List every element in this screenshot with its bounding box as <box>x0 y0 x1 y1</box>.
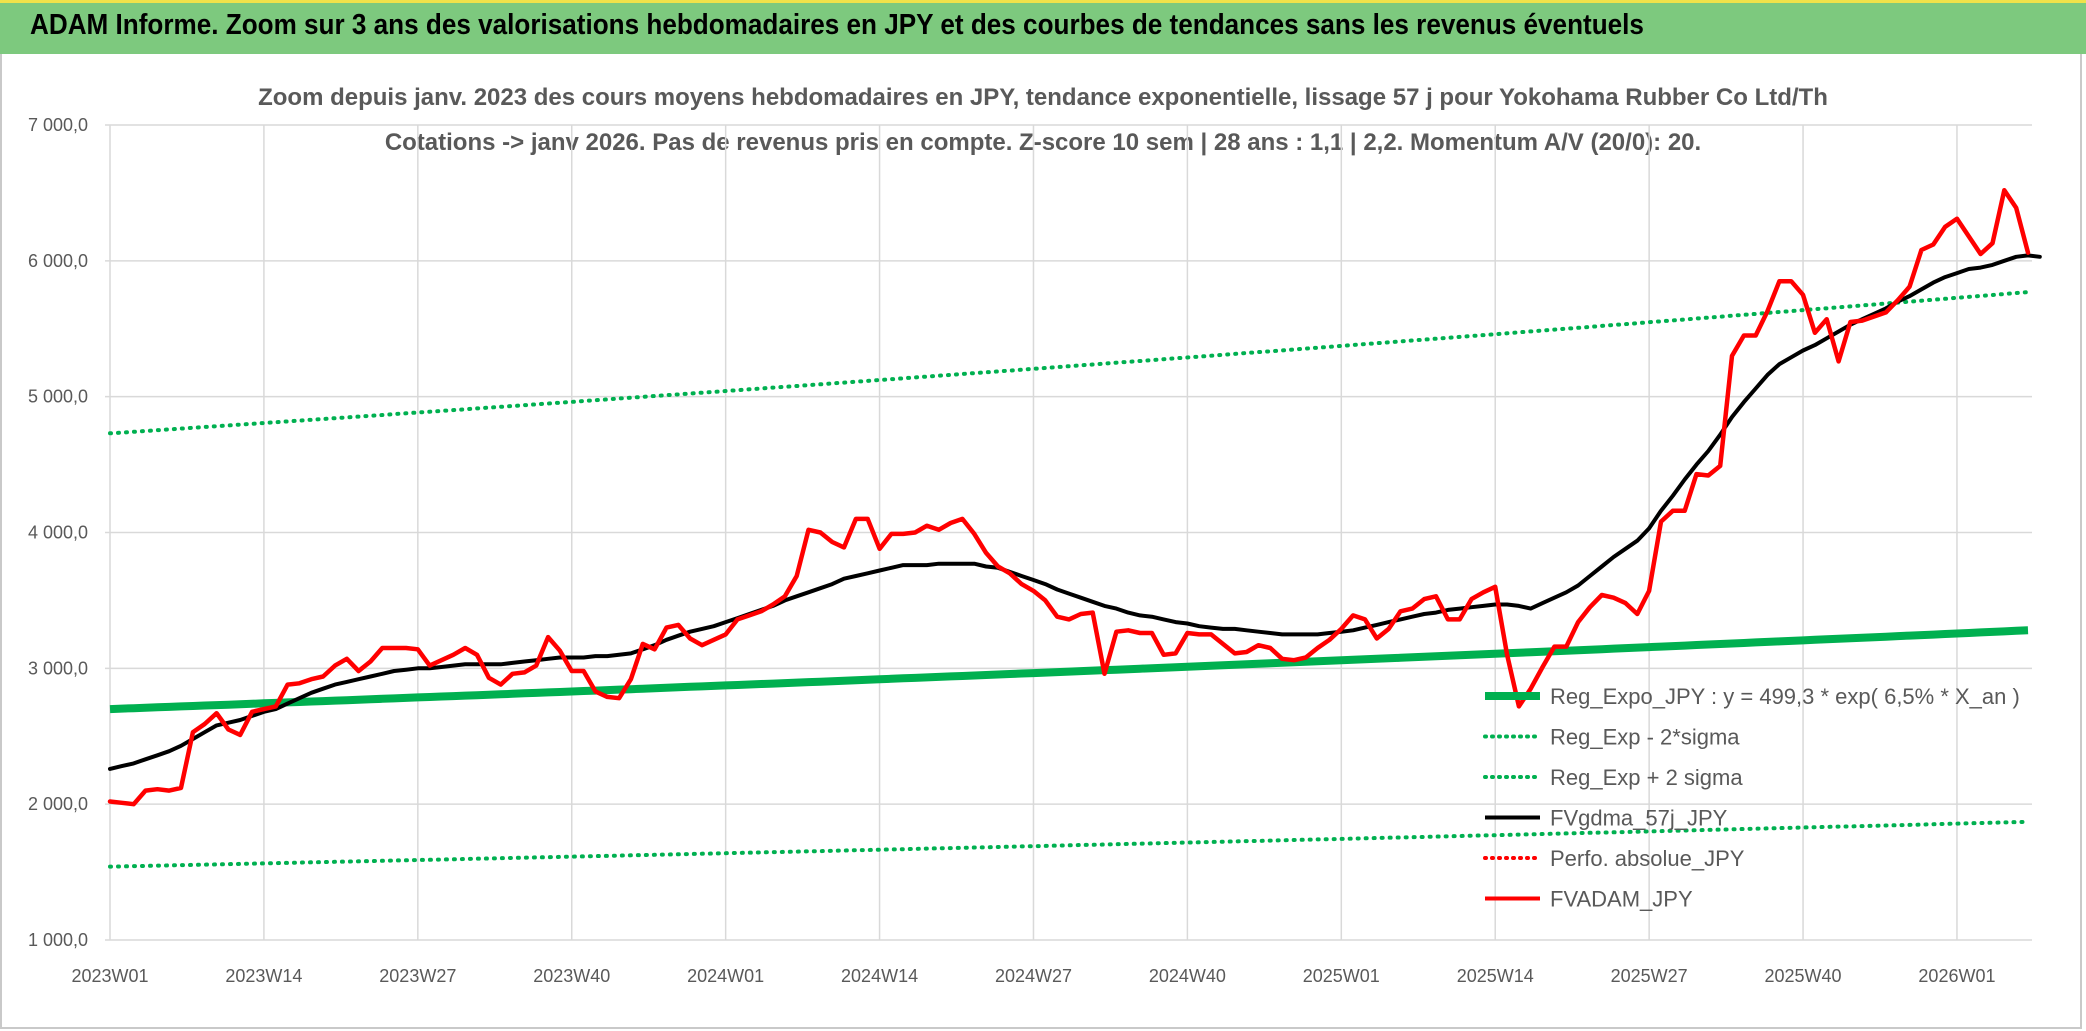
x-tick-label: 2023W40 <box>533 966 610 986</box>
x-tick-label: 2025W27 <box>1611 966 1688 986</box>
y-tick-label: 5 000,0 <box>28 387 88 407</box>
series-reg-exp-plus-2sigma <box>108 290 2030 436</box>
legend-perfo-absolue-label: Perfo. absolue_JPY <box>1550 846 1745 871</box>
x-tick-label: 2024W01 <box>687 966 764 986</box>
y-tick-label: 1 000,0 <box>28 930 88 950</box>
y-tick-label: 2 000,0 <box>28 794 88 814</box>
legend-fvgdma-label: FVgdma_57j_JPY <box>1550 806 1728 831</box>
y-tick-label: 7 000,0 <box>28 115 88 135</box>
x-tick-label: 2024W40 <box>1149 966 1226 986</box>
series-reg-exp-minus-2sigma <box>108 819 2030 869</box>
x-tick-label: 2023W01 <box>71 966 148 986</box>
x-tick-label: 2025W14 <box>1457 966 1534 986</box>
y-tick-label: 4 000,0 <box>28 523 88 543</box>
legend-reg-exp-plus-label: Reg_Exp + 2 sigma <box>1550 765 1743 790</box>
chart-title: Zoom depuis janv. 2023 des cours moyens … <box>258 84 1828 111</box>
chart-subtitle: Cotations -> janv 2026. Pas de revenus p… <box>384 129 1702 156</box>
x-tick-label: 2023W14 <box>225 966 302 986</box>
y-tick-label: 3 000,0 <box>28 658 88 678</box>
x-tick-label: 2025W01 <box>1303 966 1380 986</box>
x-tick-label: 2025W40 <box>1765 966 1842 986</box>
legend-reg-expo-label: Reg_Expo_JPY : y = 499,3 * exp( 6,5% * X… <box>1550 684 2020 709</box>
x-tick-label: 2026W01 <box>1918 966 1995 986</box>
legend-reg-exp-minus-label: Reg_Exp - 2*sigma <box>1550 725 1740 750</box>
x-tick-label: 2023W27 <box>379 966 456 986</box>
x-tick-label: 2024W14 <box>841 966 918 986</box>
series-reg-expo <box>109 626 2029 714</box>
chart-frame <box>0 54 2082 1029</box>
series-fvgdma-57j <box>108 253 2042 771</box>
y-tick-label: 6 000,0 <box>28 251 88 271</box>
report-banner: ADAM Informe. Zoom sur 3 ans des valoris… <box>0 0 2086 54</box>
series-fvadam <box>107 187 2031 807</box>
x-tick-label: 2024W27 <box>995 966 1072 986</box>
banner-title: ADAM Informe. Zoom sur 3 ans des valoris… <box>30 9 1644 41</box>
legend-fvadam-label: FVADAM_JPY <box>1550 887 1693 912</box>
